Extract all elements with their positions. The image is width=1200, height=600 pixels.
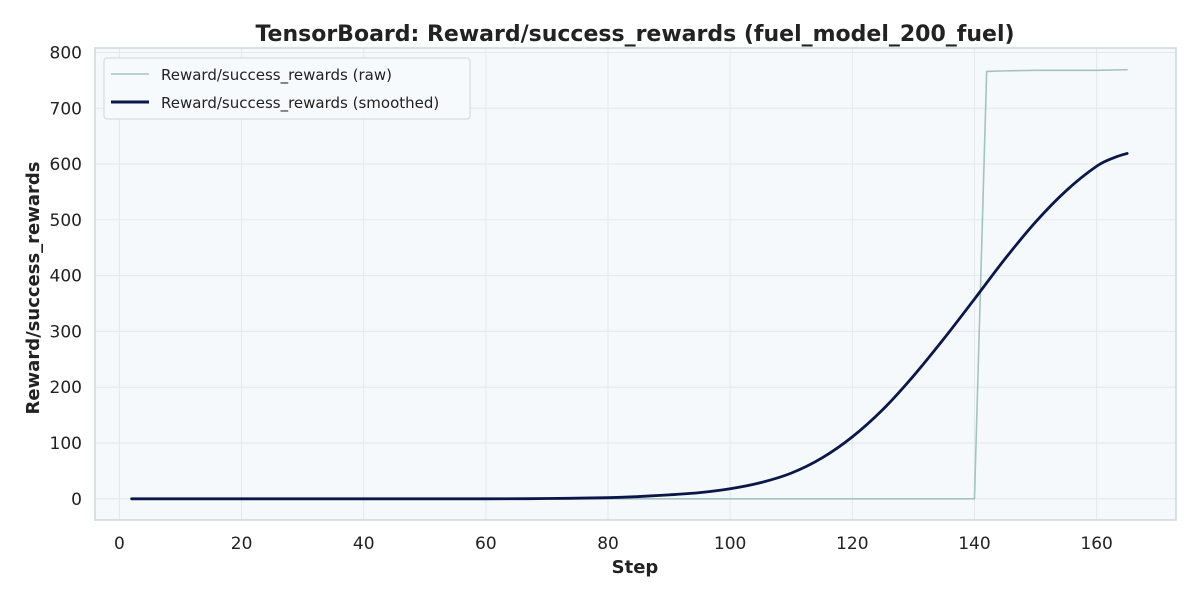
series-lines (130, 68, 1129, 501)
chart-title: TensorBoard: Reward/success_rewards (fue… (255, 22, 1014, 47)
y-tick-label: 400 (50, 267, 82, 287)
plot-frame (94, 47, 1177, 521)
x-tick-label: 160 (1080, 534, 1112, 554)
legend-label-smoothed: Reward/success_rewards (smoothed) (161, 94, 439, 113)
y-tick-label: 300 (50, 322, 82, 342)
legend-label-raw: Reward/success_rewards (raw) (161, 66, 392, 85)
x-tick-label: 40 (353, 534, 375, 554)
x-tick-label: 60 (475, 534, 497, 554)
y-tick-label: 700 (50, 99, 82, 119)
x-tick-label: 140 (958, 534, 990, 554)
tick-labels: 0 20 40 60 80 100 120 140 160 0 100 200 300 400 500 600… (50, 43, 1113, 554)
x-axis-label: Step (612, 557, 659, 578)
plot-area (95, 48, 1176, 520)
legend-box (103, 57, 471, 120)
y-tick-label: 0 (71, 490, 82, 510)
x-tick-label: 80 (597, 534, 619, 554)
x-tick-label: 100 (714, 534, 746, 554)
x-tick-label: 120 (836, 534, 868, 554)
grid-lines (95, 48, 1176, 520)
y-tick-label: 600 (50, 155, 82, 175)
y-tick-label: 500 (50, 211, 82, 231)
y-axis-label: Reward/success_rewards (23, 161, 44, 414)
x-tick-label: 0 (114, 534, 125, 554)
y-tick-label: 200 (50, 378, 82, 398)
legend: Reward/success_rewards (raw) Reward/succ… (103, 57, 471, 120)
series-line-smoothed (130, 152, 1129, 501)
y-tick-label: 100 (50, 434, 82, 454)
y-tick-label: 800 (50, 43, 82, 63)
x-tick-label: 20 (231, 534, 253, 554)
